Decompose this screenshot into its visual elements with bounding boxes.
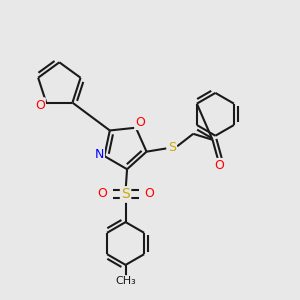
Text: O: O	[214, 159, 224, 172]
Text: CH₃: CH₃	[115, 276, 136, 286]
Text: N: N	[94, 148, 104, 161]
Text: S: S	[168, 141, 176, 154]
Text: O: O	[35, 98, 45, 112]
Text: O: O	[144, 188, 154, 200]
Text: O: O	[135, 116, 145, 129]
Text: S: S	[121, 188, 130, 202]
Text: O: O	[97, 188, 107, 200]
